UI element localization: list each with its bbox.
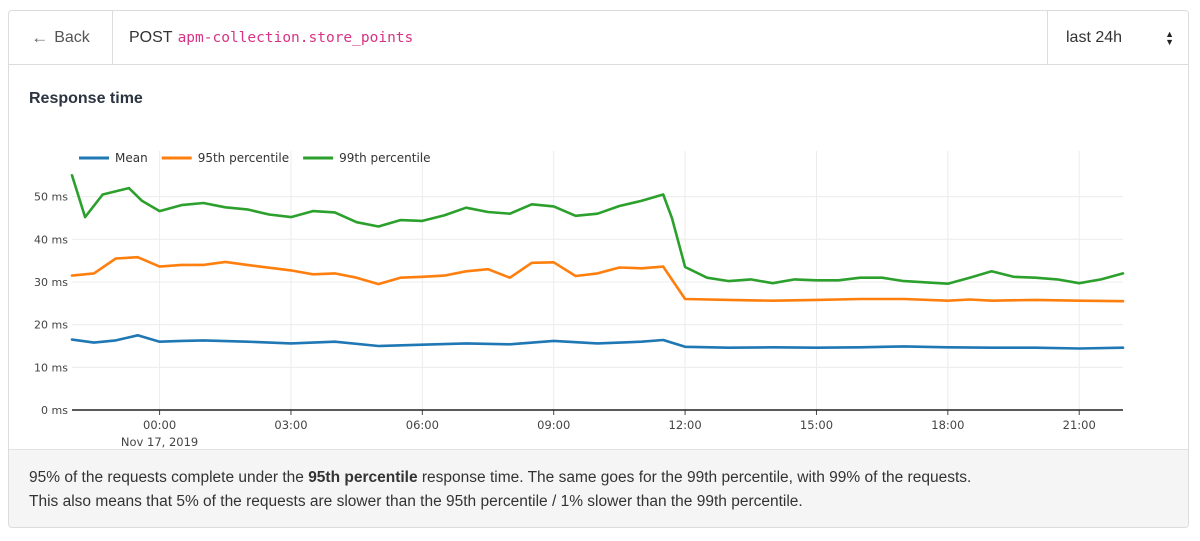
legend-label-p99: 99th percentile [339, 151, 430, 165]
endpoint-path: apm-collection.store_points [177, 29, 414, 46]
section-title: Response time [29, 90, 143, 107]
series-line-p95 [70, 255, 1125, 303]
y-tick-label: 10 ms [34, 361, 68, 374]
explanation-bold: 95th percentile [308, 469, 418, 486]
x-tick-label: 21:00 [1063, 418, 1096, 432]
http-method: POST [129, 28, 173, 46]
x-tick-label: 06:00 [406, 418, 439, 432]
y-tick-label: 40 ms [34, 233, 68, 246]
top-bar: ← Back POST apm-collection.store_points … [9, 11, 1188, 65]
x-tick-label: 18:00 [931, 418, 964, 432]
x-tick-label: 15:00 [800, 418, 833, 432]
x-tick-label: 09:00 [537, 418, 570, 432]
time-range-select[interactable]: last 24h ▲ ▼ [1047, 11, 1188, 64]
series-line-p99 [70, 174, 1125, 285]
y-tick-label: 0 ms [41, 404, 68, 417]
response-time-card: ← Back POST apm-collection.store_points … [8, 10, 1189, 528]
x-tick-label: 03:00 [274, 418, 307, 432]
x-tick-label: 00:00 [143, 418, 176, 432]
y-tick-label: 20 ms [34, 319, 68, 332]
arrow-left-icon: ← [31, 27, 49, 47]
x-axis-date-label: Nov 17, 2019 [121, 435, 198, 449]
legend-label-p95: 95th percentile [198, 151, 289, 165]
back-label: Back [54, 28, 90, 46]
time-range-value: last 24h [1066, 28, 1123, 46]
legend-label-mean: Mean [115, 151, 148, 165]
series-line-mean [70, 334, 1125, 350]
response-time-chart: 0 ms 10 ms 20 ms 30 ms 40 ms 50 ms 00:00 03:00 0… [34, 151, 1125, 449]
explanation-line-1: 95% of the requests complete under the 9… [29, 469, 972, 486]
back-button[interactable]: ← Back [9, 11, 113, 64]
x-tick-label: 12:00 [669, 418, 702, 432]
y-tick-label: 30 ms [34, 276, 68, 289]
updown-caret-icon: ▲ ▼ [1165, 28, 1174, 47]
endpoint-title: POST apm-collection.store_points [129, 11, 413, 64]
explanation-line-2: This also means that 5% of the requests … [29, 493, 803, 510]
explanation-footer: 95% of the requests complete under the 9… [9, 449, 1188, 527]
y-tick-label: 50 ms [34, 191, 68, 204]
